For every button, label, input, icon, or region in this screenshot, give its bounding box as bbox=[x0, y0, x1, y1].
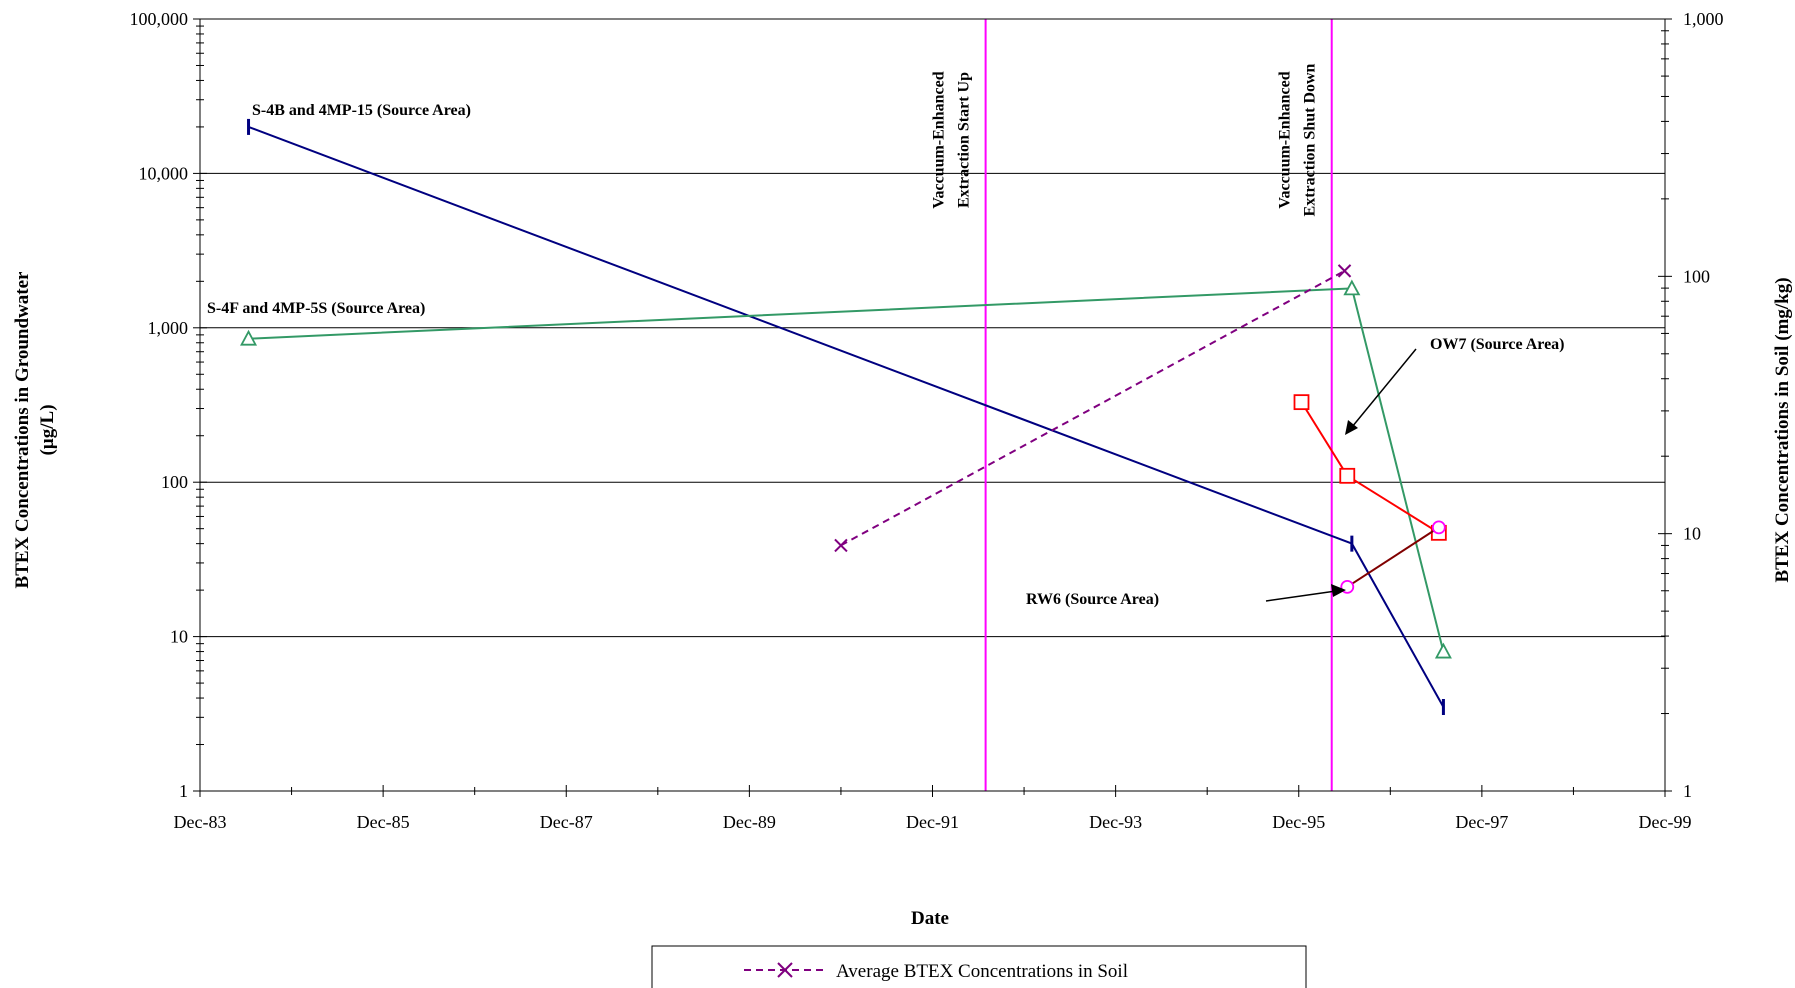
event-labels: Vaccuum-Enhanced Extraction Start Up Vaccu… bbox=[931, 63, 1319, 216]
x-tick-label: Dec-93 bbox=[1089, 812, 1142, 832]
series-line bbox=[248, 125, 1445, 708]
data-point bbox=[834, 538, 848, 553]
series-layer bbox=[240, 118, 1452, 715]
x-tick-label: Dec-91 bbox=[906, 812, 959, 832]
series-line bbox=[248, 287, 1445, 652]
annotation-s4b: S-4B and 4MP-15 (Source Area) bbox=[252, 102, 471, 119]
event-label-line1: Vaccuum-Enhanced bbox=[931, 71, 948, 208]
annotations-layer: S-4B and 4MP-15 (Source Area) S-4F and 4… bbox=[207, 102, 1565, 608]
y-left-tick-label: 1,000 bbox=[148, 318, 189, 338]
arrow-ow7 bbox=[1345, 348, 1417, 435]
x-tick-label: Dec-95 bbox=[1272, 812, 1325, 832]
x-tick-label: Dec-97 bbox=[1455, 812, 1508, 832]
series-rw6 bbox=[1340, 520, 1446, 594]
event-label-line2: Extraction Shut Down bbox=[1302, 63, 1319, 216]
annotation-s4f: S-4F and 4MP-5S (Source Area) bbox=[207, 300, 425, 317]
y-left-tick-label: 100,000 bbox=[130, 9, 189, 29]
y-left-tick-label: 10,000 bbox=[139, 163, 189, 183]
axes: 1 10 100 1,000 10,000 100,000 1 10 100 1,000 Dec-8… bbox=[130, 9, 1724, 832]
data-point bbox=[1431, 520, 1446, 535]
data-point bbox=[1339, 467, 1356, 484]
data-point bbox=[1434, 642, 1452, 659]
y-left-axis-unit: (µg/L) bbox=[37, 404, 58, 455]
series-line bbox=[840, 270, 1345, 547]
y-left-tick-label: 1 bbox=[179, 781, 188, 801]
y-left-tick-label: 100 bbox=[161, 472, 188, 492]
y-right-tick-label: 1 bbox=[1683, 781, 1692, 801]
y-right-axis-title: BTEX Concentrations in Soil (mg/kg) bbox=[1772, 277, 1793, 582]
x-tick-label: Dec-83 bbox=[174, 812, 227, 832]
series-ow7 bbox=[1293, 394, 1447, 541]
series-line bbox=[1300, 401, 1440, 534]
data-point bbox=[1337, 264, 1352, 278]
series-s4f bbox=[240, 279, 1452, 659]
y-left-tick-label: 10 bbox=[170, 627, 188, 647]
event-label-line2: Extraction Start Up bbox=[956, 72, 973, 208]
y-right-tick-label: 1,000 bbox=[1683, 9, 1724, 29]
data-point bbox=[240, 329, 258, 346]
data-point bbox=[1343, 279, 1361, 296]
series-s4b bbox=[247, 118, 1445, 715]
y-left-axis-title: BTEX Concentrations in Groundwater bbox=[12, 271, 33, 588]
series-soil bbox=[834, 264, 1352, 553]
event-label-line1: Vaccuum-Enhanced bbox=[1277, 71, 1294, 208]
annotation-rw6: RW6 (Source Area) bbox=[1026, 591, 1159, 608]
x-tick-label: Dec-87 bbox=[540, 812, 593, 832]
legend: Average BTEX Concentrations in Soil bbox=[651, 945, 1307, 988]
legend-box bbox=[651, 945, 1307, 988]
data-point-stroke bbox=[834, 538, 848, 553]
series-line bbox=[1346, 526, 1440, 588]
data-point bbox=[1293, 394, 1310, 411]
legend-entry-soil: Average BTEX Concentrations in Soil bbox=[836, 961, 1128, 982]
gridlines bbox=[200, 172, 1665, 638]
x-axis-title: Date bbox=[911, 908, 949, 929]
x-tick-label: Dec-85 bbox=[357, 812, 410, 832]
x-tick-label: Dec-89 bbox=[723, 812, 776, 832]
x-tick-label: Dec-99 bbox=[1639, 812, 1692, 832]
arrow-rw6 bbox=[1265, 584, 1346, 602]
legend-swatch-marker bbox=[777, 962, 793, 978]
data-point-stroke bbox=[1337, 264, 1352, 278]
axis-titles: Date BTEX Concentrations in Groundwater … bbox=[12, 271, 1793, 929]
annotation-ow7: OW7 (Source Area) bbox=[1430, 336, 1565, 353]
y-right-tick-label: 100 bbox=[1683, 266, 1710, 286]
y-right-tick-label: 10 bbox=[1683, 524, 1701, 544]
